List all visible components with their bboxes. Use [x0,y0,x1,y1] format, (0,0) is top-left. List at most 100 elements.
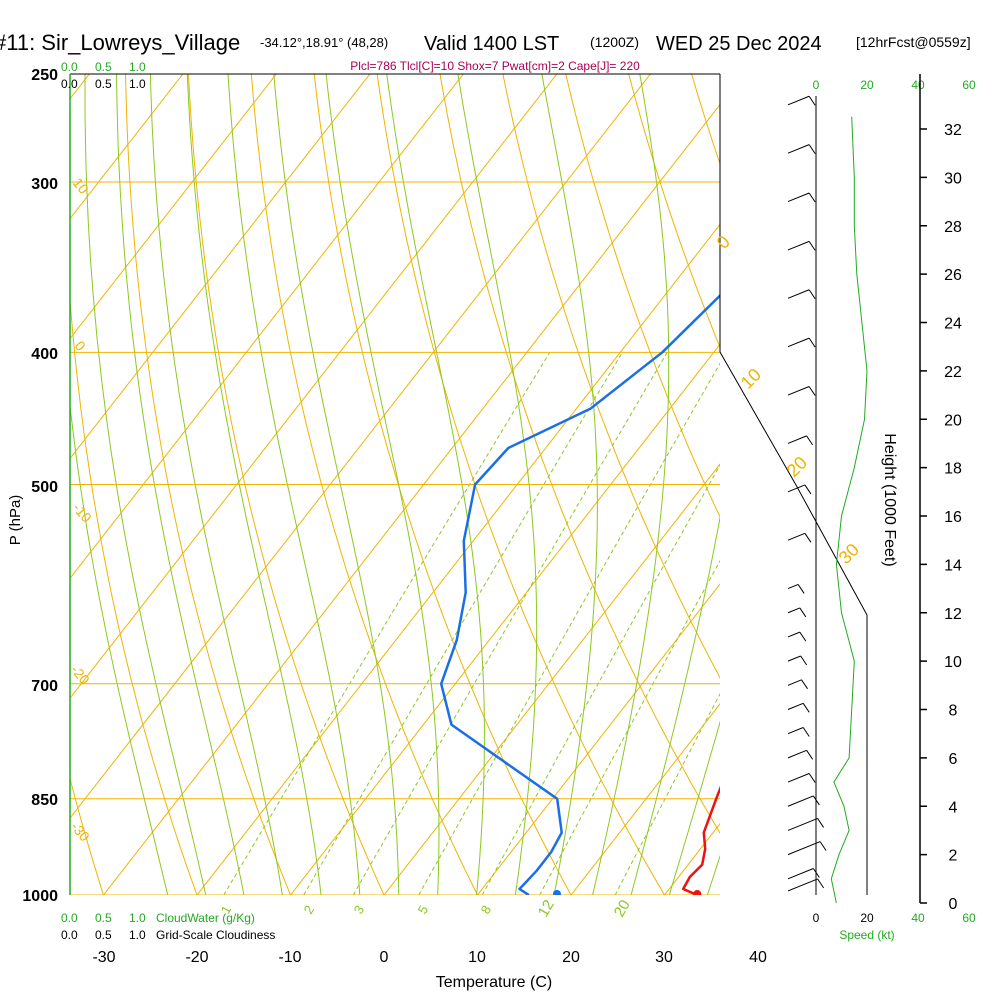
pressure-label: 400 [31,346,58,363]
mixing-ratio-label: 5 [415,903,432,917]
station-coords: -34.12°,18.91° (48,28) [260,35,388,50]
mixing-ratio-label: 3 [351,903,368,917]
wind-speed-axis-bottom: 0 20 40 60 Speed (kt) [813,911,976,942]
plot-right-diagonal [719,351,868,895]
moist-adiabat-line [273,74,400,895]
pressure-label: 1000 [22,888,58,905]
wind-barb-staff [787,289,810,299]
dry-adiabat-line [502,74,720,679]
wind-speed-tick: 20 [860,911,874,925]
indices-line: Plcl=786 Tlcl[C]=10 Shox=7 Pwat[cm]=2 Ca… [350,59,640,73]
cloudiness-tick: 0.5 [95,77,112,91]
wind-barb-staff [787,702,804,710]
wind-barb-flag [806,750,814,760]
moist-adiabat-line [386,74,485,895]
height-tick-label: 2 [949,848,958,865]
wind-barb-staff [787,817,818,831]
temperature-tick-label: -20 [185,949,208,966]
moist-adiabat-line [668,720,720,895]
dry-adiabat-line [747,50,1000,924]
isotherm-line [758,74,1000,895]
cloudiness-tick: 0.0 [61,77,78,91]
isotherm-line [945,74,1000,895]
isotherm-line [70,74,277,340]
isotherm-line [70,74,371,460]
pressure-label: 300 [31,176,58,193]
moist-adiabat-line [84,74,207,895]
pressure-label: 850 [31,792,58,809]
height-tick-label: 14 [944,557,962,574]
isotherm-label: 10 [70,175,92,197]
moist-adiabat-line [541,74,598,895]
mixing-ratio-labels: 1 2 3 5 8 12 20 [218,897,634,920]
isotherm-line [477,583,720,895]
wind-barb-staff [787,607,801,614]
dry-adiabats [0,50,1000,924]
cloud-scale-top: 0.0 0.5 1.0 0.0 0.5 1.0 [61,60,146,91]
wind-speed-tick: 60 [962,911,976,925]
mixing-ratio-label: 8 [478,903,495,917]
mixing-ratio-label: 12 [535,897,558,920]
wind-barb-staff [787,773,810,783]
wind-barb-flag [801,679,808,690]
isotherm-label: -10 [70,500,95,526]
wind-barb-staff [787,868,814,880]
moist-adiabat-line [706,854,720,895]
plot-frame [69,73,868,895]
dry-adiabat-line [70,776,105,895]
wind-barb-staff [787,337,810,348]
profiles [439,293,720,895]
height-tick-label: 22 [944,364,962,381]
pressure-label: 250 [31,67,58,84]
surface-dewpoint-point [552,890,561,895]
isobars [70,74,720,895]
height-axis-label: Height (1000 Feet) [881,433,898,566]
wind-barb-flag [802,703,810,713]
wind-barb-flag [819,841,827,851]
cloud-water-label: CloudWater (g/Kg) [156,911,255,925]
wind-speed-tick: 40 [911,78,925,92]
height-tick-label: 20 [944,412,962,429]
wind-barb-flag [808,95,816,106]
temperature-tick-label: -10 [278,949,301,966]
dry-adiabat-line [70,293,198,895]
wind-speed-profile [830,116,868,904]
wind-barb-flag [799,631,807,642]
height-tick-label: 30 [944,170,962,187]
height-tick-label: 18 [944,461,962,478]
wind-barb-staff [787,192,810,203]
wind-barb-staff [787,631,801,638]
dry-adiabat-line [376,74,666,895]
mixing-ratio-line [614,692,720,895]
isotherm-line [852,74,1000,895]
mixing-ratio-lines [223,352,720,895]
wind-barb-staff [787,144,810,154]
wind-barb-flag [804,533,812,543]
forecast-label: [12hrFcst@0559z] [856,34,971,50]
surface-temperature-point [693,890,702,895]
moist-adiabat-line [116,74,245,895]
isotherm-labels: 10 0 -10 -20 -30 0 10 20 30 [68,175,863,845]
wind-barb-flag [817,878,825,889]
valid-utc: (1200Z) [590,34,639,50]
pressure-label: 500 [31,479,58,496]
temperature-axis: -30 -20 -10 0 10 20 30 40 [92,949,767,966]
x-axis-label: Temperature (C) [436,974,552,991]
cloudiness-tick: 0.0 [61,928,78,942]
dry-adiabat-line [0,50,18,924]
height-tick-label: 8 [949,703,958,720]
cloud-water-tick: 0.0 [61,911,78,925]
wind-speed-tick: 20 [860,78,874,92]
wind-barb-flag [804,484,812,495]
temperature-tick-label: 0 [380,949,389,966]
temperature-tick-label: 40 [749,949,767,966]
wind-barb-flag [802,727,810,737]
mixing-ratio-line [223,352,551,895]
wind-barb-flag [800,655,808,666]
height-tick-label: 0 [949,896,958,913]
wind-barb-flag [797,584,805,594]
wind-barb-staff [787,95,810,106]
dry-adiabat-line [250,74,479,895]
mixing-ratio-line [303,352,623,895]
